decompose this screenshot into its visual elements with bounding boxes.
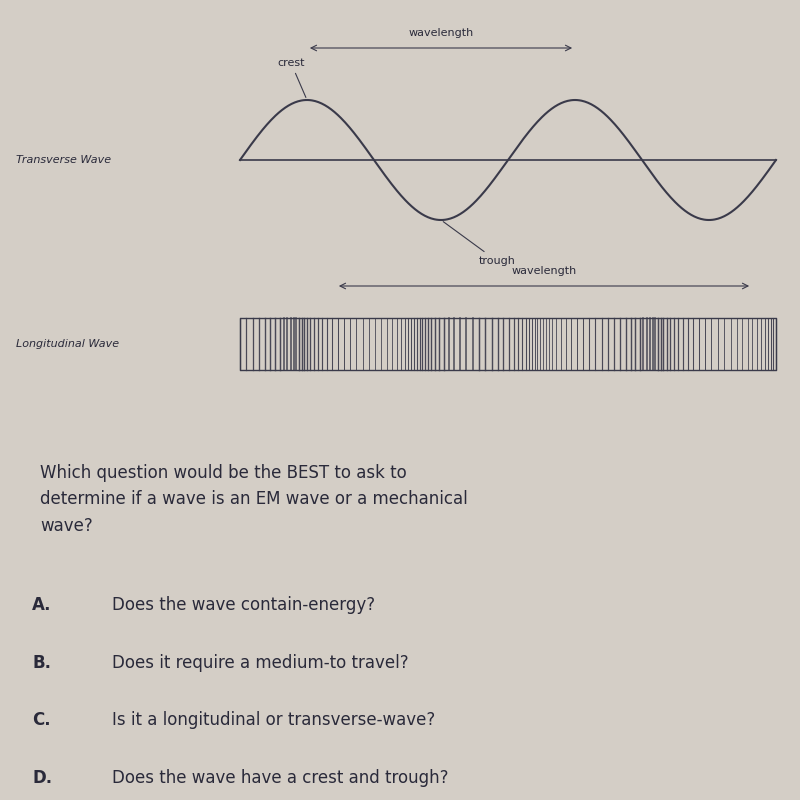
- Text: wavelength: wavelength: [408, 29, 474, 38]
- Text: B.: B.: [32, 654, 51, 672]
- Text: Does the wave contain-energy?: Does the wave contain-energy?: [112, 596, 375, 614]
- Text: Transverse Wave: Transverse Wave: [16, 155, 111, 165]
- Text: Does the wave have a crest and trough?: Does the wave have a crest and trough?: [112, 769, 449, 786]
- Text: C.: C.: [32, 711, 50, 730]
- Text: Does it require a medium-to travel?: Does it require a medium-to travel?: [112, 654, 409, 672]
- Text: Which question would be the BEST to ask to
determine if a wave is an EM wave or : Which question would be the BEST to ask …: [40, 464, 468, 534]
- Text: wavelength: wavelength: [511, 266, 577, 276]
- Text: Is it a longitudinal or transverse-wave?: Is it a longitudinal or transverse-wave?: [112, 711, 435, 730]
- Text: crest: crest: [278, 58, 306, 98]
- Bar: [240, 318, 776, 370]
- Text: trough: trough: [443, 222, 515, 266]
- Text: D.: D.: [32, 769, 52, 786]
- Text: Longitudinal Wave: Longitudinal Wave: [16, 339, 119, 349]
- Text: A.: A.: [32, 596, 51, 614]
